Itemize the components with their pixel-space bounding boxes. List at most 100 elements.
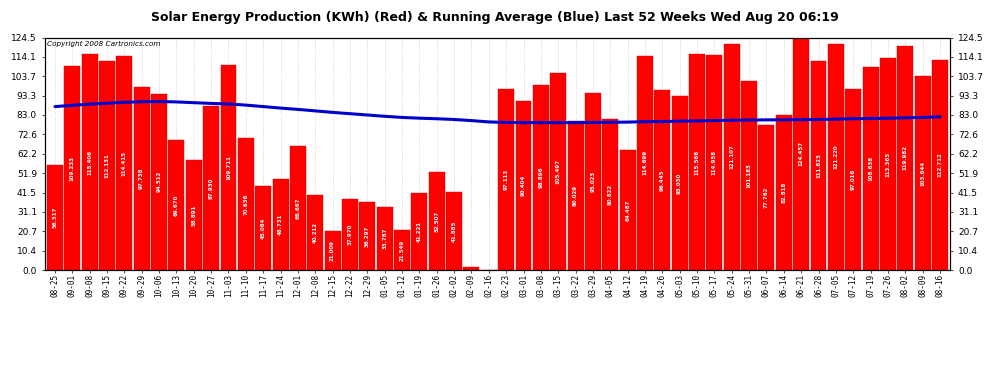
Text: 56.317: 56.317 <box>52 207 57 228</box>
Text: 90.404: 90.404 <box>521 175 526 196</box>
Text: 112.131: 112.131 <box>105 153 110 178</box>
Text: 109.233: 109.233 <box>70 156 75 180</box>
Bar <box>637 56 653 270</box>
Text: 80.822: 80.822 <box>608 184 613 205</box>
Bar <box>429 172 445 270</box>
Bar <box>221 65 237 270</box>
Text: 124.457: 124.457 <box>799 141 804 166</box>
Bar <box>620 150 636 270</box>
Bar <box>793 38 809 270</box>
Bar <box>186 160 202 270</box>
Bar <box>845 89 861 270</box>
Text: 96.445: 96.445 <box>659 169 665 191</box>
Bar <box>567 120 583 270</box>
Text: 52.507: 52.507 <box>435 210 440 232</box>
Bar <box>272 179 288 270</box>
Text: 21.009: 21.009 <box>330 240 336 261</box>
Text: 101.183: 101.183 <box>746 163 751 188</box>
Text: 114.699: 114.699 <box>643 150 647 176</box>
Bar <box>446 192 462 270</box>
Bar <box>307 195 324 270</box>
Bar <box>776 116 792 270</box>
Text: 114.958: 114.958 <box>712 150 717 175</box>
Bar <box>134 87 149 270</box>
Text: 70.636: 70.636 <box>244 194 248 215</box>
Bar <box>359 202 375 270</box>
Bar <box>412 193 428 270</box>
Text: 103.644: 103.644 <box>920 160 925 186</box>
Text: 94.512: 94.512 <box>156 171 161 192</box>
Bar <box>99 61 115 270</box>
Text: 36.297: 36.297 <box>365 225 370 247</box>
Text: 87.930: 87.930 <box>209 177 214 199</box>
Text: 114.415: 114.415 <box>122 151 127 176</box>
Bar <box>550 73 566 270</box>
Text: 97.113: 97.113 <box>504 169 509 190</box>
Bar <box>290 146 306 270</box>
Bar <box>238 138 253 270</box>
Text: 41.221: 41.221 <box>417 221 422 242</box>
Bar <box>862 67 878 270</box>
Bar <box>724 44 740 270</box>
Text: 111.823: 111.823 <box>816 153 821 178</box>
Bar <box>915 76 931 270</box>
Text: 77.762: 77.762 <box>764 187 769 208</box>
Bar <box>707 56 723 270</box>
Text: 109.711: 109.711 <box>226 155 231 180</box>
Bar <box>602 119 618 270</box>
Text: 95.023: 95.023 <box>590 171 595 192</box>
Text: 112.712: 112.712 <box>938 152 942 177</box>
Bar <box>117 56 133 270</box>
Text: Solar Energy Production (KWh) (Red) & Running Average (Blue) Last 52 Weeks Wed A: Solar Energy Production (KWh) (Red) & Ru… <box>151 11 839 24</box>
Bar <box>47 165 63 270</box>
Text: 93.030: 93.030 <box>677 172 682 194</box>
Bar <box>82 54 98 270</box>
Bar <box>758 125 774 270</box>
Text: 121.107: 121.107 <box>730 144 735 169</box>
Text: 41.885: 41.885 <box>451 220 456 242</box>
Text: 69.670: 69.670 <box>174 194 179 216</box>
Text: 48.731: 48.731 <box>278 214 283 235</box>
Text: 121.220: 121.220 <box>834 144 839 169</box>
Text: 33.787: 33.787 <box>382 228 387 249</box>
Text: 21.549: 21.549 <box>400 239 405 261</box>
Text: 105.497: 105.497 <box>555 159 560 184</box>
Bar <box>689 54 705 270</box>
Bar <box>342 199 358 270</box>
Bar <box>516 101 532 270</box>
Text: 37.970: 37.970 <box>347 224 352 245</box>
Text: 113.365: 113.365 <box>885 152 890 177</box>
Bar <box>811 61 827 270</box>
Bar <box>64 66 80 270</box>
Text: 115.406: 115.406 <box>87 150 92 175</box>
Bar <box>376 207 393 270</box>
Bar <box>742 81 757 270</box>
Text: 97.738: 97.738 <box>140 168 145 189</box>
Text: 80.029: 80.029 <box>573 185 578 206</box>
Bar <box>168 140 184 270</box>
Bar <box>654 90 670 270</box>
Bar <box>498 88 514 270</box>
Bar <box>255 186 271 270</box>
Text: 108.638: 108.638 <box>868 156 873 181</box>
Text: 40.212: 40.212 <box>313 222 318 243</box>
Bar <box>203 106 219 270</box>
Text: 115.568: 115.568 <box>695 150 700 175</box>
Text: 119.982: 119.982 <box>903 146 908 171</box>
Text: 97.016: 97.016 <box>850 169 855 190</box>
Bar <box>533 86 548 270</box>
Text: 82.818: 82.818 <box>781 182 786 203</box>
Text: 66.667: 66.667 <box>295 197 300 219</box>
Bar <box>585 93 601 270</box>
Bar <box>932 60 948 270</box>
Bar <box>897 46 913 270</box>
Bar <box>671 96 688 270</box>
Text: 98.896: 98.896 <box>539 167 544 188</box>
Text: 64.487: 64.487 <box>625 199 630 220</box>
Bar <box>463 267 479 270</box>
Text: Copyright 2008 Cartronics.com: Copyright 2008 Cartronics.com <box>48 41 160 47</box>
Bar <box>880 58 896 270</box>
Bar <box>325 231 341 270</box>
Text: 58.891: 58.891 <box>191 204 196 226</box>
Bar <box>151 93 167 270</box>
